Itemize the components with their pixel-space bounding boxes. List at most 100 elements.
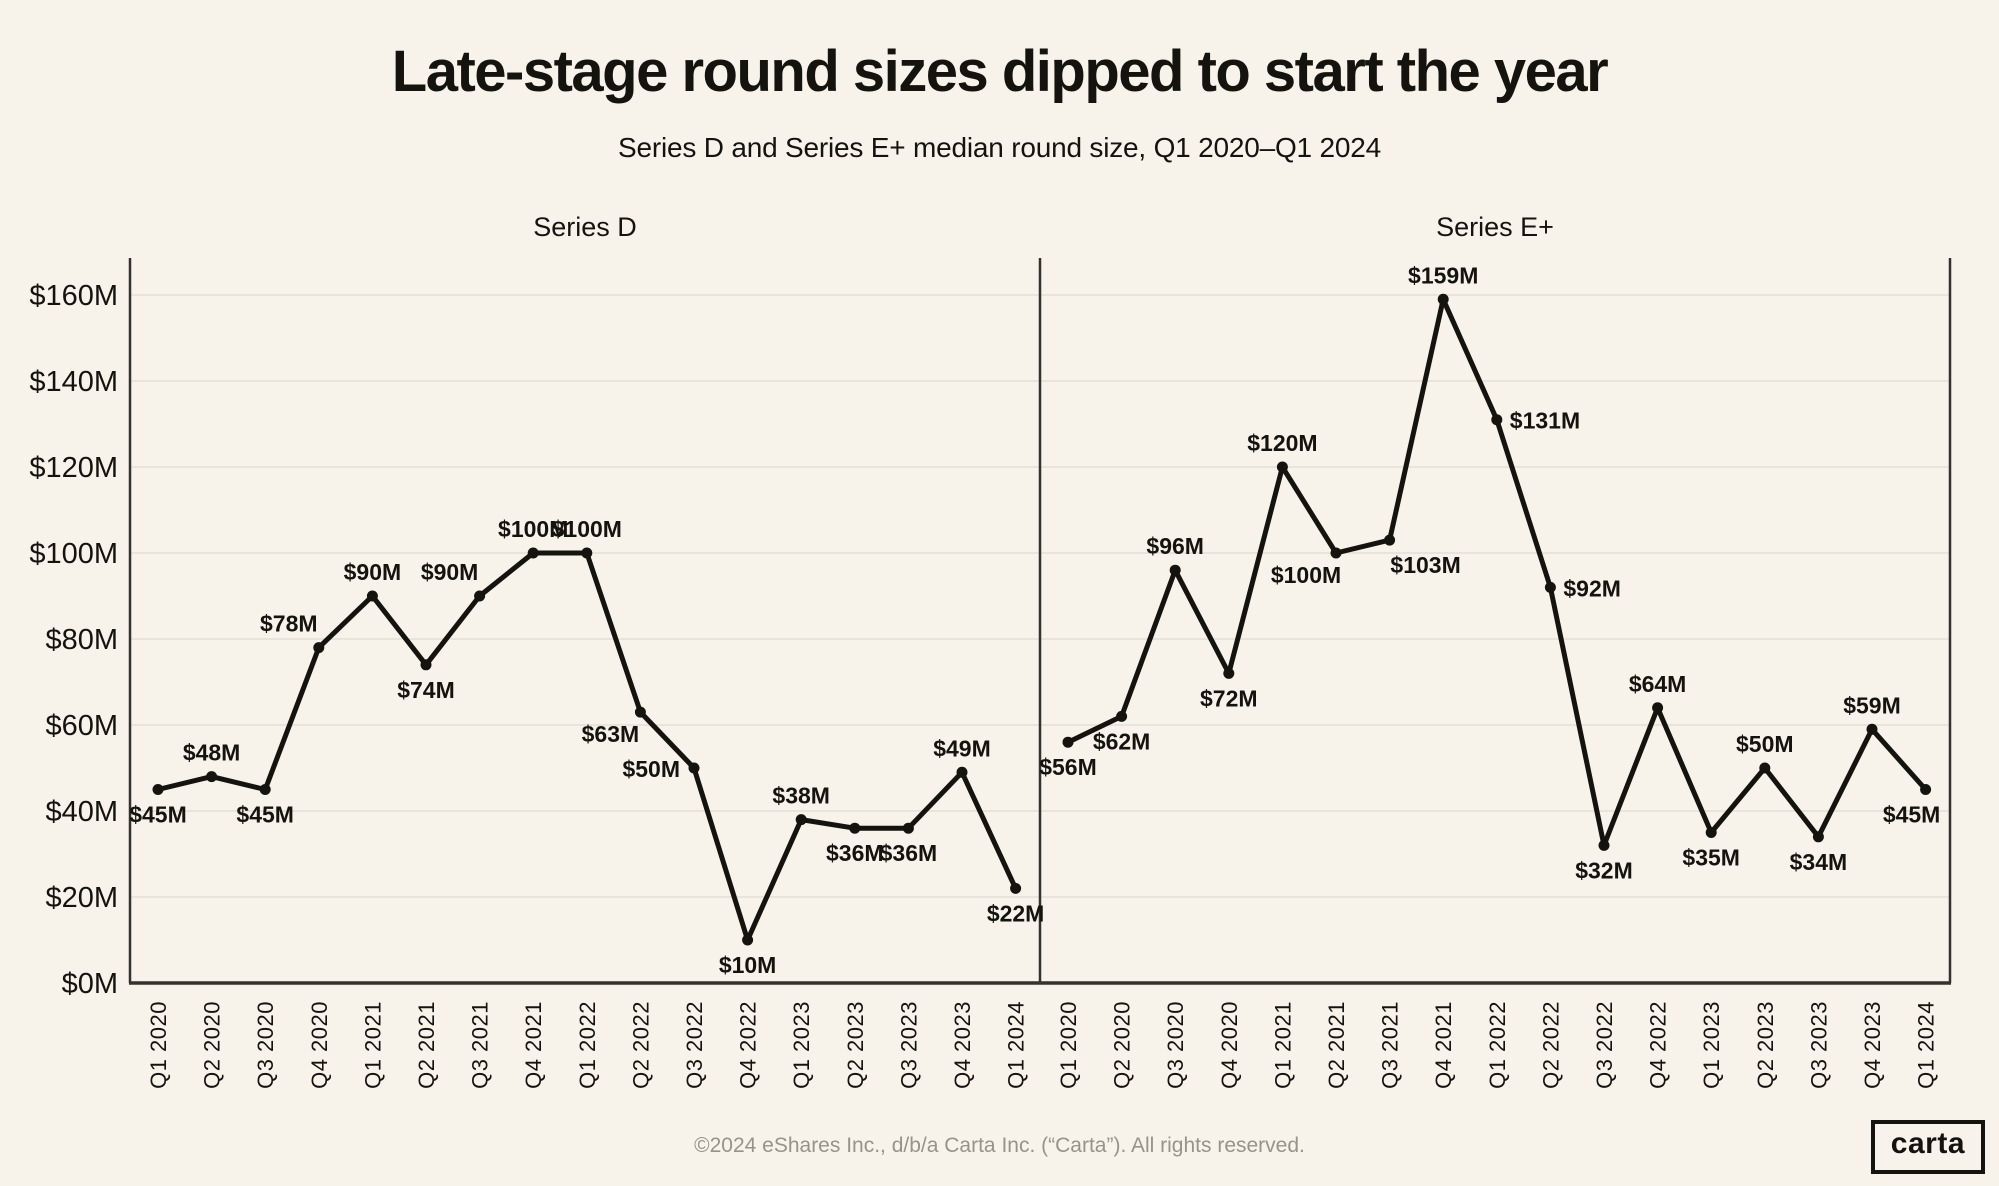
data-point-label: $38M <box>772 783 830 809</box>
data-point-label: $100M <box>552 516 622 542</box>
y-tick-label: $100M <box>29 538 118 570</box>
y-tick-label: $140M <box>29 366 118 398</box>
data-point <box>1812 831 1824 843</box>
footer-copyright: ©2024 eShares Inc., d/b/a Carta Inc. (“C… <box>694 1134 1305 1157</box>
x-tick-label: Q1 2021 <box>360 1001 385 1089</box>
x-tick-label: Q4 2021 <box>1431 1001 1456 1089</box>
y-tick-label: $80M <box>45 624 118 656</box>
data-point-label: $45M <box>129 802 187 828</box>
data-point <box>1116 710 1128 722</box>
data-point <box>474 590 486 602</box>
data-point-label: $64M <box>1629 671 1687 697</box>
x-tick-label: Q4 2021 <box>521 1001 546 1089</box>
data-point-label: $49M <box>933 735 991 761</box>
data-point <box>1652 702 1664 714</box>
x-tick-label: Q3 2021 <box>1378 1001 1403 1089</box>
data-point <box>1276 461 1288 473</box>
data-point <box>206 771 218 783</box>
data-point-label: $96M <box>1146 533 1204 559</box>
data-point <box>1705 827 1717 838</box>
data-point-label: $50M <box>622 756 680 782</box>
x-tick-label: Q2 2023 <box>1753 1001 1778 1089</box>
x-tick-label: Q1 2022 <box>1485 1001 1510 1089</box>
data-point-label: $22M <box>987 900 1045 926</box>
data-point <box>1544 581 1556 593</box>
x-tick-label: Q3 2020 <box>253 1001 278 1089</box>
data-point-label: $56M <box>1039 754 1097 780</box>
data-point-label: $92M <box>1563 575 1621 601</box>
data-point <box>259 784 271 795</box>
panel-title-series-e: Series E+ <box>1436 212 1554 242</box>
data-point <box>1223 667 1235 679</box>
data-point <box>1010 882 1022 894</box>
data-point-label: $72M <box>1200 685 1258 711</box>
x-tick-label: Q1 2022 <box>575 1001 600 1089</box>
x-tick-label: Q4 2023 <box>1860 1001 1885 1089</box>
data-point <box>795 814 807 826</box>
data-point-label: $34M <box>1790 849 1848 875</box>
data-point-label: $103M <box>1390 552 1460 578</box>
data-point-label: $35M <box>1682 845 1740 871</box>
y-tick-label: $160M <box>29 280 118 312</box>
x-tick-label: Q1 2020 <box>1056 1001 1081 1089</box>
data-point <box>152 784 164 795</box>
data-point-label: $78M <box>260 611 318 637</box>
data-point-label: $74M <box>397 677 455 703</box>
y-tick-label: $40M <box>45 796 118 828</box>
chart-title: Late-stage round sizes dipped to start t… <box>391 39 1609 104</box>
x-tick-label: Q2 2020 <box>200 1001 225 1089</box>
x-tick-label: Q3 2022 <box>682 1001 707 1089</box>
data-point-label: $62M <box>1093 728 1151 754</box>
y-axis-labels: $0M $20M $40M $60M $80M $100M $120M $140M $160M <box>29 280 118 1000</box>
data-point-label: $45M <box>1883 802 1941 828</box>
data-point <box>527 547 539 559</box>
data-point <box>1062 736 1074 748</box>
data-point <box>420 659 432 671</box>
panel-series-d: Q1 2020 Q2 2020 Q3 2020 Q4 2020 Q1 2021 Q2 20… <box>129 516 1044 1089</box>
x-tick-label: Q2 2022 <box>1538 1001 1563 1089</box>
x-tick-label: Q1 2024 <box>1914 1001 1939 1089</box>
data-point <box>1169 564 1181 576</box>
x-tick-label: Q3 2020 <box>1163 1001 1188 1089</box>
data-point <box>1920 784 1932 795</box>
data-point-label: $45M <box>236 802 294 828</box>
data-point <box>581 547 593 559</box>
data-point-label: $48M <box>183 740 241 766</box>
x-tick-label: Q2 2023 <box>843 1001 868 1089</box>
data-point-label: $32M <box>1575 857 1633 883</box>
x-tick-label: Q3 2023 <box>1806 1001 1831 1089</box>
x-tick-label: Q4 2020 <box>1217 1001 1242 1089</box>
data-point <box>849 822 861 834</box>
data-point-label: $10M <box>719 952 777 978</box>
panel-title-series-d: Series D <box>533 212 637 242</box>
data-point-label: $100M <box>498 516 568 542</box>
data-point <box>742 934 754 946</box>
data-point <box>1866 723 1878 735</box>
x-tick-label: Q2 2021 <box>414 1001 439 1089</box>
x-tick-label: Q3 2023 <box>896 1001 921 1089</box>
data-point <box>956 766 968 778</box>
data-point-label: $159M <box>1408 262 1478 288</box>
y-tick-label: $60M <box>45 710 118 742</box>
x-tick-label: Q1 2023 <box>1699 1001 1724 1089</box>
x-tick-label: Q1 2020 <box>146 1001 171 1089</box>
data-point-label: $100M <box>1271 562 1341 588</box>
data-point-label: $131M <box>1510 408 1580 434</box>
x-tick-label: Q2 2021 <box>1324 1001 1349 1089</box>
data-point <box>1330 547 1342 559</box>
data-point <box>902 822 914 834</box>
panel-series-e: Q1 2020 Q2 2020 Q3 2020 Q4 2020 Q1 2021 Q2 20… <box>1039 262 1940 1089</box>
data-point-label: $36M <box>880 840 938 866</box>
data-point-label: $50M <box>1736 731 1794 757</box>
y-tick-label: $120M <box>29 452 118 484</box>
data-point <box>1759 762 1771 774</box>
data-point-label: $63M <box>582 721 640 747</box>
data-point-label: $36M <box>826 840 884 866</box>
x-tick-label: Q3 2022 <box>1592 1001 1617 1089</box>
data-point <box>1491 414 1503 426</box>
data-point <box>1437 293 1449 305</box>
data-point-label: $90M <box>344 559 402 585</box>
data-point <box>1598 839 1610 851</box>
